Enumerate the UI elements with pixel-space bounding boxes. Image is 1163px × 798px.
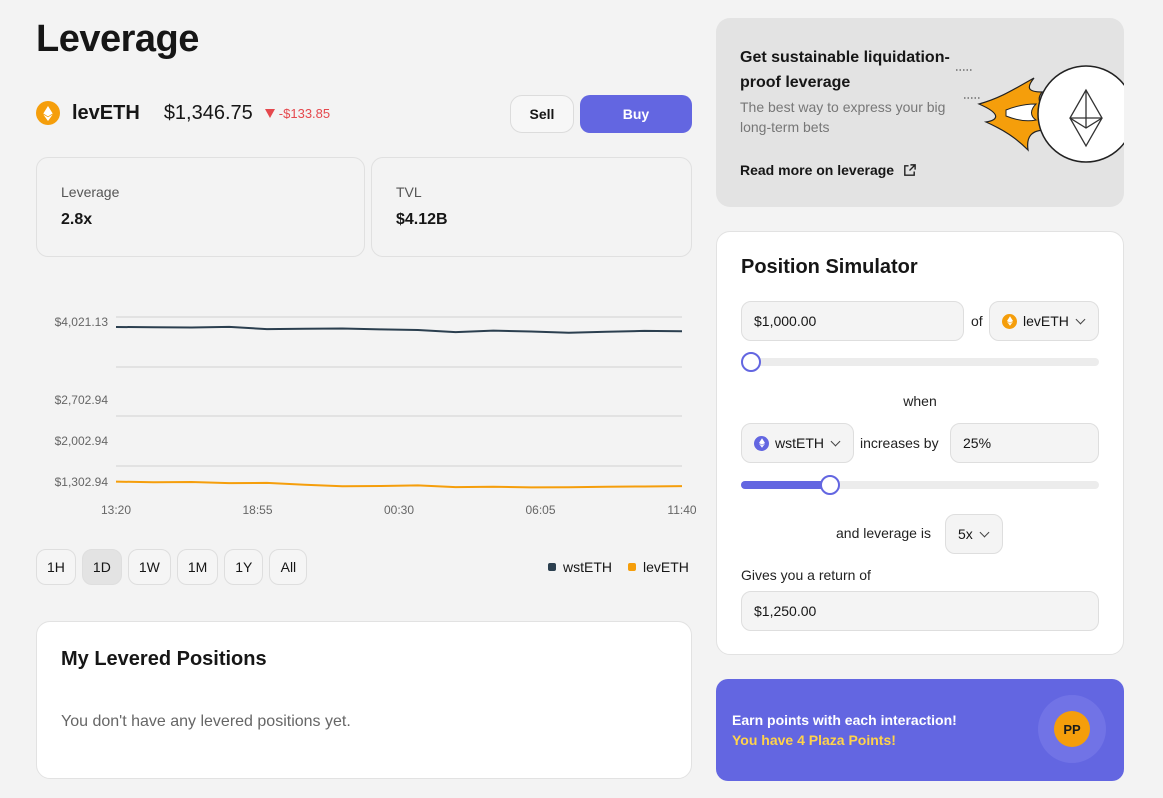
legend-item-wsteth: wstETH (548, 559, 612, 575)
chevron-down-icon (830, 436, 841, 446)
tvl-stat-card: TVL $4.12B (371, 157, 692, 257)
legend-item-leveth: levETH (628, 559, 689, 575)
eth-icon (754, 435, 769, 451)
stat-label: Leverage (61, 184, 120, 200)
points-count: You have 4 Plaza Points! (732, 732, 896, 748)
legend-label: wstETH (563, 559, 612, 575)
buy-button[interactable]: Buy (580, 95, 692, 133)
price-chart-svg: $4,021.13 $2,702.94 $2,002.94 $1,302.94 13:2… (55, 315, 697, 517)
page-title: Leverage (36, 18, 199, 60)
legend-swatch (628, 563, 636, 571)
positions-title: My Levered Positions (61, 648, 267, 670)
y-tick-label: $2,002.94 (55, 434, 109, 448)
price-change: -$133.85 (264, 105, 331, 121)
plaza-points-avatar: PP (1054, 711, 1090, 747)
promo-subtitle: The best way to express your big long-te… (740, 99, 946, 135)
slider-thumb[interactable] (819, 475, 840, 495)
read-more-label: Read more on leverage (740, 162, 895, 178)
stat-value: $4.12B (396, 211, 448, 228)
position-simulator-card: Position Simulator $1,000.00 of levETH w… (716, 231, 1124, 655)
time-range-1y[interactable]: 1Y (224, 549, 264, 585)
promo-title: Get sustainable liquidation-proof levera… (740, 49, 950, 91)
slider-thumb[interactable] (741, 352, 761, 372)
underlying-token-select[interactable]: wstETH (741, 423, 854, 463)
return-output: $1,250.00 (741, 591, 1099, 631)
series-line-wsteth (115, 325, 683, 334)
time-range-1h[interactable]: 1H (36, 549, 76, 585)
amount-slider[interactable] (741, 352, 1099, 372)
return-label: Gives you a return of (741, 567, 871, 583)
increase-slider[interactable] (741, 475, 1099, 495)
of-label: of (971, 313, 983, 329)
chart-legend: wstETH levETH (548, 559, 689, 575)
increase-percent-input[interactable]: 25% (950, 423, 1099, 463)
leverage-value: 5x (958, 526, 973, 542)
increases-by-label: increases by (860, 435, 939, 451)
series-line-leveth (115, 480, 683, 489)
x-tick-label: 18:55 (242, 503, 272, 517)
y-tick-label: $2,702.94 (55, 393, 109, 407)
read-more-link[interactable]: Read more on leverage (740, 162, 917, 178)
underlying-token-label: wstETH (775, 435, 824, 451)
chevron-down-icon (1075, 314, 1086, 324)
sell-button[interactable]: Sell (510, 95, 574, 133)
leverage-stat-card: Leverage 2.8x (36, 157, 365, 257)
token-name: levETH (72, 101, 140, 124)
leverage-label: and leverage is (836, 525, 931, 541)
y-tick-label: $4,021.13 (55, 315, 109, 329)
stat-label: TVL (396, 184, 422, 200)
token-header: levETH $1,346.75 -$133.85 (36, 98, 330, 128)
y-tick-label: $1,302.94 (55, 475, 109, 489)
price-chart[interactable]: $4,021.13 $2,702.94 $2,002.94 $1,302.94 13:2… (36, 300, 697, 530)
time-range-all[interactable]: All (269, 549, 308, 585)
token-price: $1,346.75 (163, 101, 253, 124)
eth-icon (36, 101, 60, 125)
time-range-1d[interactable]: 1D (81, 549, 122, 585)
leverage-select[interactable]: 5x (945, 514, 1003, 554)
chevron-down-icon (979, 527, 990, 537)
plaza-points-banner[interactable]: Earn points with each interaction! You h… (716, 679, 1124, 781)
eth-icon (1002, 313, 1017, 329)
x-tick-label: 00:30 (384, 503, 414, 517)
simulator-title: Position Simulator (741, 256, 918, 278)
amount-token-label: levETH (1023, 313, 1069, 329)
legend-swatch (548, 563, 556, 571)
x-tick-label: 13:20 (101, 503, 131, 517)
down-arrow-icon (264, 108, 275, 118)
external-link-icon (904, 163, 916, 176)
eth-diamond-icon (1069, 88, 1103, 148)
x-tick-label: 06:05 (525, 503, 555, 517)
time-range-1m[interactable]: 1M (176, 549, 219, 585)
when-label: when (903, 393, 937, 409)
amount-input[interactable]: $1,000.00 (741, 301, 964, 341)
slider-fill (741, 481, 830, 489)
amount-token-select[interactable]: levETH (989, 301, 1099, 341)
price-change-value: -$133.85 (278, 105, 331, 121)
stat-value: 2.8x (61, 211, 93, 228)
points-title: Earn points with each interaction! (732, 712, 957, 728)
time-range-selector: 1H 1D 1W 1M 1Y All (36, 549, 308, 585)
levered-positions-card: My Levered Positions You don't have any … (36, 621, 692, 779)
positions-empty-state: You don't have any levered positions yet… (61, 713, 351, 730)
x-tick-label: 11:40 (667, 503, 696, 517)
time-range-1w[interactable]: 1W (127, 549, 171, 585)
leverage-promo-card: Get sustainable liquidation-proof levera… (716, 18, 1124, 207)
legend-label: levETH (643, 559, 689, 575)
eth-rocket-illustration (956, 65, 1124, 163)
